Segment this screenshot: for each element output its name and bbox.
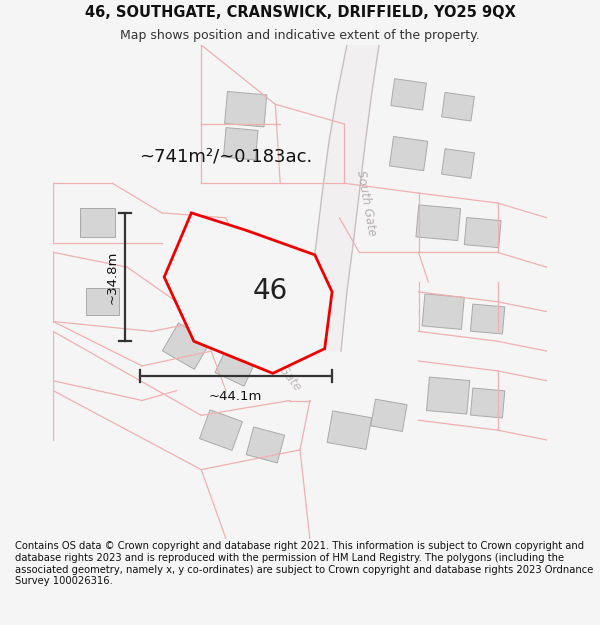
- Polygon shape: [442, 149, 475, 178]
- Polygon shape: [470, 388, 505, 418]
- Polygon shape: [422, 294, 464, 329]
- Text: ~741m²/~0.183ac.: ~741m²/~0.183ac.: [140, 147, 313, 165]
- Polygon shape: [164, 213, 332, 373]
- Polygon shape: [371, 399, 407, 431]
- Polygon shape: [470, 304, 505, 334]
- Polygon shape: [464, 217, 501, 248]
- Polygon shape: [327, 411, 371, 449]
- Polygon shape: [246, 427, 284, 463]
- Polygon shape: [416, 205, 461, 241]
- Polygon shape: [224, 91, 267, 127]
- Text: South Gate: South Gate: [252, 333, 304, 394]
- Polygon shape: [223, 127, 258, 160]
- Text: Contains OS data © Crown copyright and database right 2021. This information is : Contains OS data © Crown copyright and d…: [15, 541, 593, 586]
- Polygon shape: [163, 323, 211, 369]
- Text: ~44.1m: ~44.1m: [209, 390, 263, 403]
- Polygon shape: [427, 377, 470, 414]
- Polygon shape: [442, 92, 475, 121]
- Polygon shape: [391, 79, 427, 110]
- Text: ~34.8m: ~34.8m: [106, 251, 119, 304]
- Polygon shape: [80, 208, 115, 237]
- Polygon shape: [86, 288, 119, 316]
- Polygon shape: [304, 45, 379, 351]
- Polygon shape: [215, 346, 257, 386]
- Polygon shape: [200, 410, 242, 451]
- Polygon shape: [389, 136, 428, 171]
- Text: 46, SOUTHGATE, CRANSWICK, DRIFFIELD, YO25 9QX: 46, SOUTHGATE, CRANSWICK, DRIFFIELD, YO2…: [85, 5, 515, 20]
- Text: Map shows position and indicative extent of the property.: Map shows position and indicative extent…: [120, 29, 480, 42]
- Text: 46: 46: [252, 278, 287, 305]
- Text: South Gate: South Gate: [355, 169, 379, 237]
